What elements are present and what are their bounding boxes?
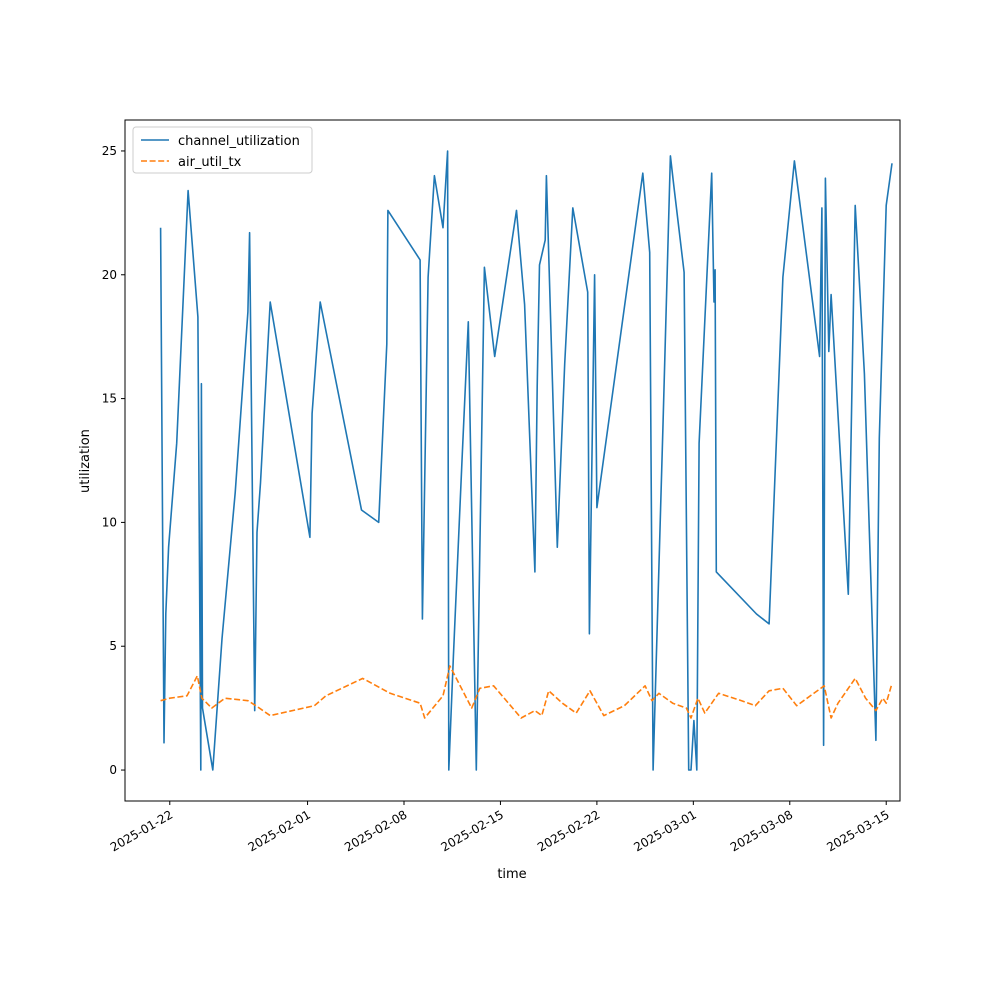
x-tick-label: 2025-02-01: [246, 807, 313, 854]
x-axis: 2025-01-22 2025-02-01 2025-02-08 2025-02-15…: [108, 801, 892, 854]
plot-frame: [124, 119, 901, 802]
y-axis: 0 5 10 15 20 25: [102, 144, 125, 777]
y-tick-label: 20: [102, 268, 117, 282]
x-tick-label: 2025-03-08: [728, 807, 795, 854]
y-tick-label: 15: [102, 392, 117, 406]
series-line-channel-utilization: [159, 150, 893, 771]
y-tick-label: 10: [102, 515, 117, 529]
series-layer: [159, 150, 893, 771]
x-tick-label: 2025-02-08: [342, 807, 409, 854]
y-axis-label: utilization: [78, 429, 93, 493]
series-line-air-util-tx: [160, 665, 893, 719]
x-tick-label: 2025-02-15: [439, 807, 506, 854]
y-tick-label: 0: [109, 763, 117, 777]
legend: channel_utilization air_util_tx: [132, 126, 313, 174]
x-tick-label: 2025-03-15: [824, 807, 891, 854]
x-tick-label: 2025-03-01: [631, 807, 698, 854]
legend-box: [132, 126, 313, 174]
y-tick-label: 25: [102, 144, 117, 158]
x-tick-label: 2025-02-22: [535, 807, 602, 854]
x-axis-label: time: [497, 867, 526, 882]
x-tick-label: 2025-01-22: [108, 807, 175, 854]
legend-label: air_util_tx: [178, 155, 242, 170]
legend-label: channel_utilization: [178, 134, 300, 149]
y-tick-label: 5: [109, 639, 117, 653]
